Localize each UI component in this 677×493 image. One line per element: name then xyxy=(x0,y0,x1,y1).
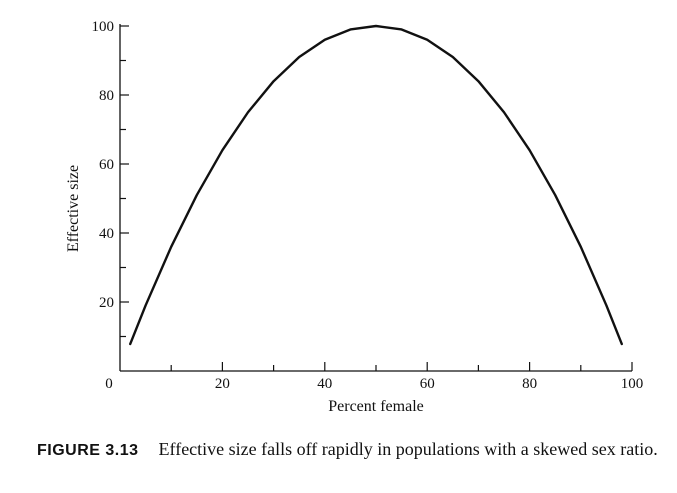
caption-text: Effective size falls off rapidly in popu… xyxy=(158,439,658,459)
y-axis-title: Effective size xyxy=(65,165,82,252)
x-tick-label: 100 xyxy=(621,376,644,392)
x-axis-title: Percent female xyxy=(328,398,424,415)
x-tick-label: 80 xyxy=(522,376,537,392)
x-tick-label: 40 xyxy=(317,376,332,392)
plot-area xyxy=(129,24,623,346)
x-axis: 0 20 40 60 80 100 xyxy=(105,362,643,392)
x-tick-label: 0 xyxy=(105,376,113,392)
y-axis: 20 40 60 80 100 xyxy=(92,19,129,371)
y-tick-label: 60 xyxy=(99,157,114,173)
series-line xyxy=(129,24,623,346)
y-tick-label: 80 xyxy=(99,88,114,104)
y-tick-label: 20 xyxy=(99,295,114,311)
figure-caption: FIGURE 3.13 Effective size falls off rapi… xyxy=(37,436,667,464)
y-tick-label: 40 xyxy=(99,226,114,242)
y-tick-label: 100 xyxy=(92,19,115,35)
figure-label: FIGURE 3.13 xyxy=(37,442,139,459)
x-tick-label: 60 xyxy=(420,376,435,392)
x-tick-label: 20 xyxy=(215,376,230,392)
